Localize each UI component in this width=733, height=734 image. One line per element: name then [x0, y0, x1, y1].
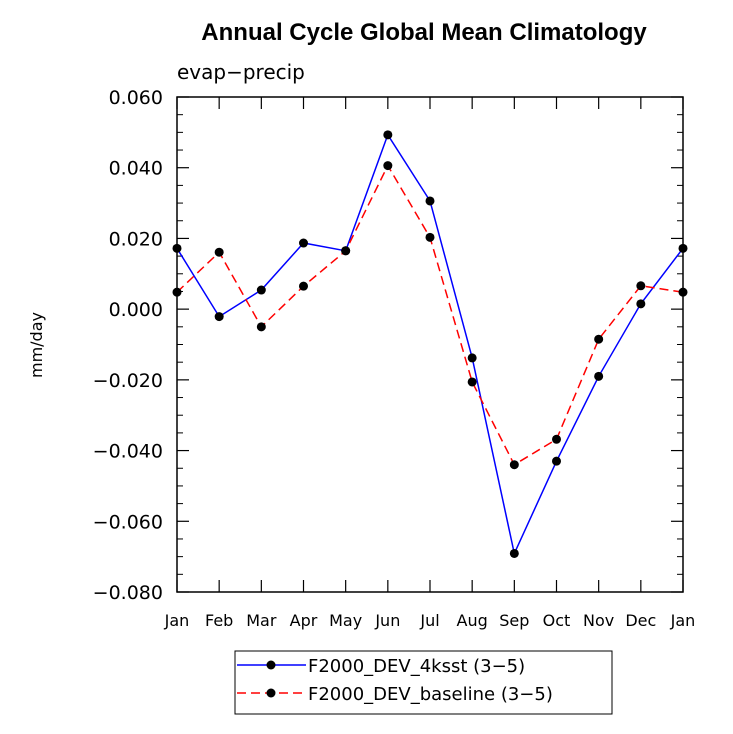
- y-tick-label: −0.040: [93, 441, 163, 463]
- x-tick-label: Apr: [290, 611, 318, 630]
- x-tick-label: Feb: [205, 611, 233, 630]
- data-point: [383, 161, 393, 171]
- x-tick-label: Mar: [246, 611, 277, 630]
- x-tick-label: Sep: [499, 611, 529, 630]
- legend-label: F2000_DEV_baseline (3−5): [308, 684, 553, 705]
- data-point: [678, 243, 688, 253]
- data-point: [467, 377, 477, 387]
- data-point: [299, 238, 308, 248]
- data-point: [594, 371, 604, 381]
- data-point: [214, 247, 224, 257]
- data-point: [552, 434, 561, 444]
- series-0: [172, 130, 688, 558]
- data-point: [425, 196, 435, 206]
- series-layer: [172, 130, 688, 558]
- data-point: [383, 130, 393, 140]
- data-point: [509, 548, 519, 558]
- x-tick-label: Aug: [457, 611, 488, 630]
- chart-title: Annual Cycle Global Mean Climatology: [201, 19, 647, 46]
- data-point: [172, 287, 182, 297]
- y-tick-label: 0.000: [109, 299, 163, 321]
- x-tick-label: Jan: [670, 611, 696, 630]
- y-tick-label: 0.020: [109, 228, 163, 250]
- y-tick-label: −0.060: [93, 511, 163, 533]
- plot-axes: 0.060 0.040 0.020 0.000 −0.020 −0.040 −0.060 −0…: [93, 87, 696, 630]
- x-tick-label: May: [329, 611, 362, 630]
- legend-marker: [266, 660, 276, 670]
- data-point: [214, 312, 224, 322]
- series-line: [176, 164, 684, 466]
- data-point: [678, 287, 688, 297]
- data-point: [552, 456, 561, 466]
- x-tick-label: Jul: [419, 611, 439, 630]
- data-point: [636, 299, 646, 309]
- data-point: [341, 246, 351, 256]
- y-tick-label: 0.040: [109, 158, 163, 180]
- legend-label: F2000_DEV_4ksst (3−5): [308, 656, 525, 677]
- x-tick-label: Oct: [543, 611, 571, 630]
- data-point: [256, 322, 266, 332]
- y-tick-label: 0.060: [109, 87, 163, 109]
- data-point: [299, 281, 308, 291]
- series-1: [172, 161, 688, 470]
- data-point: [509, 460, 519, 470]
- legend-marker: [266, 688, 276, 698]
- data-point: [636, 281, 646, 291]
- legend-box: [234, 650, 613, 715]
- x-tick-label: Jun: [374, 611, 400, 630]
- data-point: [425, 232, 435, 242]
- x-tick-label: Dec: [625, 611, 656, 630]
- data-point: [594, 334, 604, 344]
- data-point: [467, 353, 477, 363]
- chart-subtitle: evap−precip: [177, 60, 305, 84]
- legend: F2000_DEV_4ksst (3−5) F2000_DEV_baseline …: [234, 650, 613, 715]
- x-tick-label: Nov: [583, 611, 614, 630]
- y-axis-label: mm/day: [27, 312, 46, 378]
- y-tick-label: −0.080: [93, 582, 163, 604]
- plot-frame: [176, 96, 684, 593]
- y-tick-label: −0.020: [93, 370, 163, 392]
- data-point: [172, 243, 182, 253]
- data-point: [256, 285, 266, 295]
- x-tick-label: Jan: [164, 611, 190, 630]
